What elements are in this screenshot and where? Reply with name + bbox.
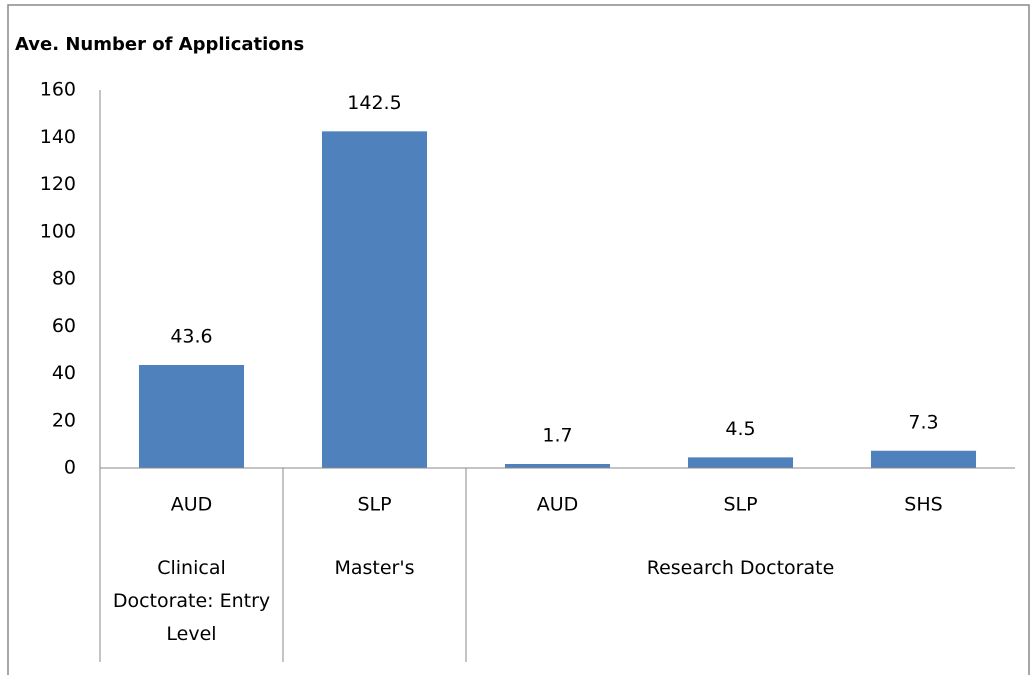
y-tick-label: 20	[52, 409, 76, 431]
y-tick-label: 80	[52, 268, 76, 290]
group-label: Clinical Doctorate: Entry Level	[112, 557, 271, 645]
value-label: 7.3	[908, 411, 938, 433]
group-label: Master's	[334, 557, 415, 579]
y-tick-label: 100	[40, 220, 76, 242]
x-tick-label: AUD	[171, 494, 213, 516]
y-tick-label: 40	[52, 362, 76, 384]
x-tick-label: SHS	[904, 494, 942, 516]
value-label: 1.7	[542, 424, 572, 446]
group-label: Research Doctorate	[646, 557, 835, 579]
bar	[504, 463, 611, 468]
bar	[870, 450, 977, 468]
value-label: 43.6	[170, 325, 212, 347]
value-label: 4.5	[725, 418, 755, 440]
bar	[687, 457, 794, 468]
chart-frame	[7, 4, 1030, 675]
bar	[138, 364, 245, 468]
x-tick-label: AUD	[537, 494, 579, 516]
y-tick-label: 60	[52, 315, 76, 337]
y-tick-label: 140	[40, 126, 76, 148]
chart-title: Ave. Number of Applications	[15, 34, 304, 55]
y-tick-label: 160	[40, 79, 76, 101]
y-tick-label: 120	[40, 173, 76, 195]
y-tick-label: 0	[64, 457, 76, 479]
bar	[321, 131, 428, 468]
x-tick-label: SLP	[723, 494, 757, 516]
value-label: 142.5	[347, 92, 401, 114]
x-tick-label: SLP	[357, 494, 391, 516]
